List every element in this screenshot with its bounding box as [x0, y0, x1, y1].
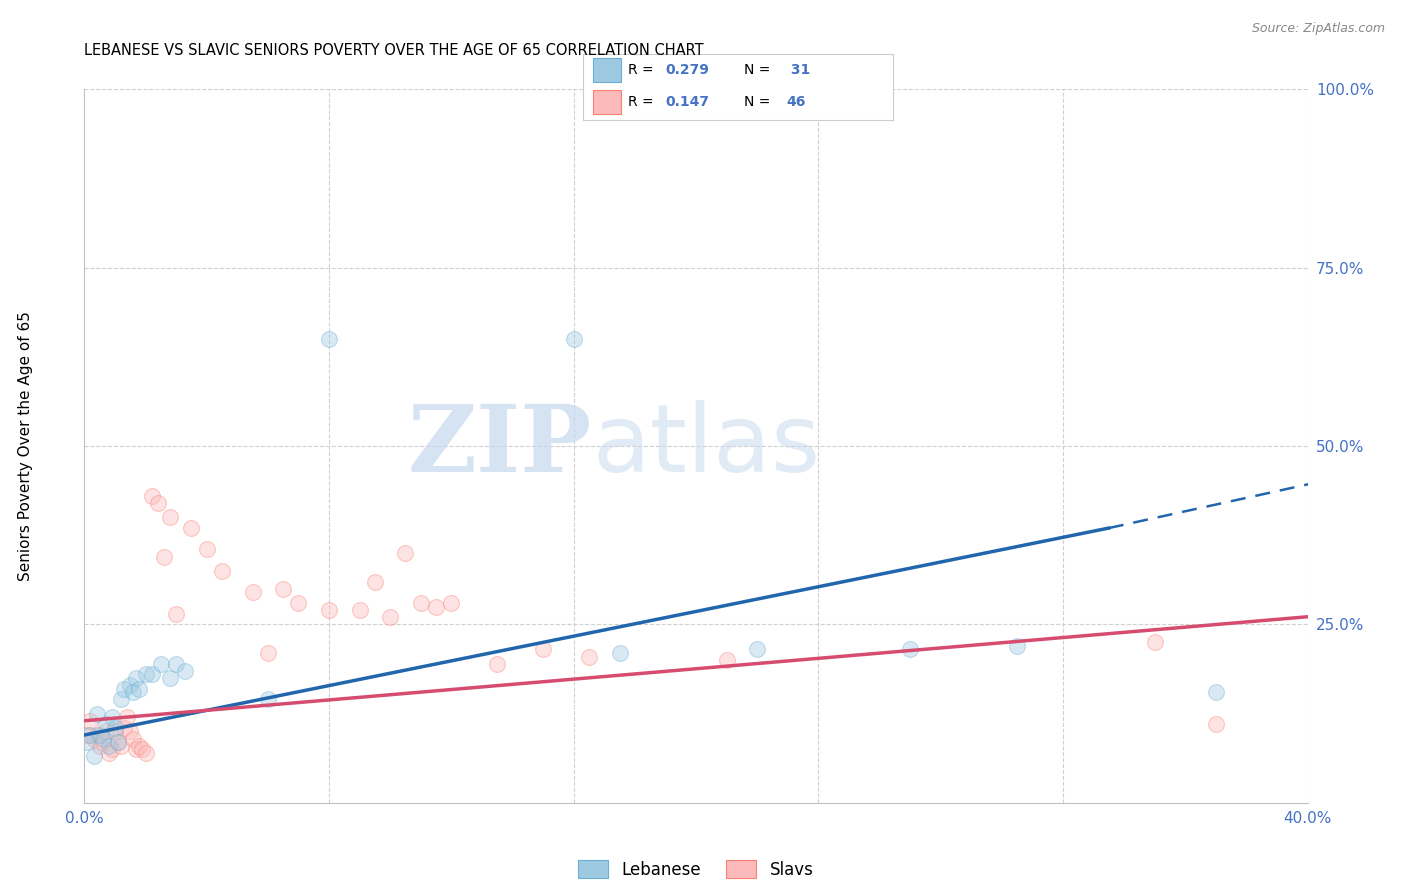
Point [149, 657, 172, 671]
Point [174, 664, 197, 678]
Point [135, 746, 157, 760]
Text: N =: N = [744, 95, 775, 109]
Point [112, 721, 135, 735]
Text: 0.147: 0.147 [665, 95, 710, 109]
Point [562, 332, 585, 346]
Point [122, 685, 145, 699]
Point [97, 739, 120, 753]
Point [153, 549, 176, 564]
Point [165, 657, 187, 671]
Point [128, 681, 150, 696]
Point [747, 642, 769, 657]
Point [425, 599, 447, 614]
Text: N =: N = [744, 63, 775, 78]
Point [110, 739, 132, 753]
Text: Seniors Poverty Over the Age of 65: Seniors Poverty Over the Age of 65 [18, 311, 32, 581]
Point [141, 489, 163, 503]
Point [165, 607, 187, 621]
Point [440, 596, 463, 610]
Point [257, 692, 280, 706]
Point [242, 585, 264, 599]
Point [380, 610, 402, 624]
Point [97, 746, 120, 760]
Legend: Lebanese, Slavs: Lebanese, Slavs [569, 852, 823, 888]
Point [409, 596, 432, 610]
Point [1143, 635, 1166, 649]
Point [898, 642, 921, 657]
Point [486, 657, 509, 671]
Point [271, 582, 294, 596]
Point [120, 678, 142, 692]
Point [91, 735, 114, 749]
Point [101, 742, 124, 756]
Point [101, 710, 124, 724]
Text: R =: R = [628, 95, 658, 109]
Bar [593, 90, 620, 114]
Point [1005, 639, 1028, 653]
Point [159, 510, 181, 524]
Point [76, 728, 98, 742]
Bar [593, 58, 620, 82]
Point [86, 728, 108, 742]
Point [110, 692, 132, 706]
Point [120, 724, 142, 739]
Point [128, 739, 150, 753]
Point [107, 735, 129, 749]
Point [146, 496, 169, 510]
Point [141, 667, 163, 681]
Point [94, 724, 117, 739]
Point [83, 731, 105, 746]
Point [83, 749, 105, 764]
Text: 46: 46 [786, 95, 806, 109]
Point [195, 542, 218, 557]
Point [318, 603, 340, 617]
Text: ZIP: ZIP [408, 401, 592, 491]
Point [79, 728, 101, 742]
Point [86, 706, 108, 721]
Point [115, 710, 138, 724]
Point [89, 739, 111, 753]
Point [159, 671, 181, 685]
Point [131, 742, 153, 756]
Text: Source: ZipAtlas.com: Source: ZipAtlas.com [1251, 22, 1385, 36]
Point [578, 649, 600, 664]
Point [76, 735, 98, 749]
Point [287, 596, 309, 610]
Text: 0.279: 0.279 [665, 63, 710, 78]
Text: 31: 31 [786, 63, 810, 78]
Point [364, 574, 387, 589]
Point [104, 721, 127, 735]
Point [125, 671, 148, 685]
Point [531, 642, 554, 657]
Point [122, 731, 145, 746]
Point [94, 717, 117, 731]
Point [180, 521, 202, 535]
Point [211, 564, 233, 578]
Point [104, 724, 127, 739]
Point [257, 646, 280, 660]
Text: atlas: atlas [592, 400, 820, 492]
Point [107, 735, 129, 749]
Text: LEBANESE VS SLAVIC SENIORS POVERTY OVER THE AGE OF 65 CORRELATION CHART: LEBANESE VS SLAVIC SENIORS POVERTY OVER … [84, 43, 704, 58]
Text: R =: R = [628, 63, 658, 78]
Point [1205, 717, 1227, 731]
Point [91, 731, 114, 746]
Point [112, 681, 135, 696]
Point [89, 728, 111, 742]
Point [349, 603, 371, 617]
Point [716, 653, 738, 667]
Point [318, 332, 340, 346]
Point [609, 646, 631, 660]
Point [394, 546, 416, 560]
Point [1205, 685, 1227, 699]
Point [79, 714, 101, 728]
Point [125, 742, 148, 756]
Point [135, 667, 157, 681]
